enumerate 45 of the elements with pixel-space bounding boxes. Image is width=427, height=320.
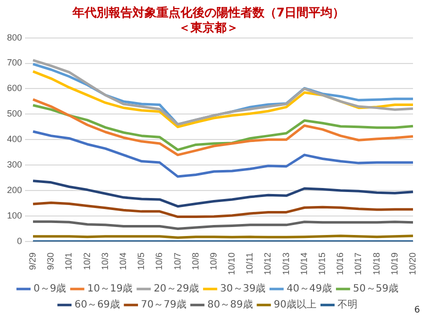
y-tick-label: 800: [6, 32, 22, 42]
legend-label: 70～79歳: [140, 298, 186, 311]
legend-label: 90歳以上: [274, 298, 317, 311]
chart-title: 年代別報告対象重点化後の陽性者数（7日間平均）: [71, 5, 345, 20]
x-tick-label: 10/12: [262, 252, 273, 276]
x-tick-label: 10/11: [244, 252, 255, 274]
y-tick-label: 400: [6, 134, 22, 144]
y-tick-label: 600: [6, 83, 22, 94]
x-tick-label: 10/16: [335, 252, 346, 276]
legend-label: 80～89歳: [207, 298, 253, 311]
x-tick-label: 10/4: [118, 252, 128, 270]
x-tick-label: 10/14: [298, 252, 309, 276]
x-tick-label: 10/15: [317, 252, 328, 276]
x-tick-label: 10/10: [226, 252, 237, 276]
x-tick-label: 10/18: [371, 252, 382, 276]
x-tick-label: 10/3: [100, 252, 110, 270]
y-tick-label: 300: [6, 160, 22, 170]
legend-label: 60～69歳: [74, 298, 120, 311]
x-tick-label: 10/6: [154, 252, 164, 270]
legend-label: 不明: [338, 300, 358, 311]
x-tick-label: 10/7: [172, 252, 182, 270]
legend-label: 50～59歳: [353, 282, 398, 295]
y-tick-label: 100: [6, 210, 22, 221]
y-tick-label: 700: [6, 58, 22, 68]
y-tick-label: 200: [6, 185, 22, 196]
legend-label: 20～29歳: [154, 282, 200, 295]
x-tick-label: 10/5: [136, 252, 146, 270]
x-tick-label: 10/9: [208, 252, 218, 270]
chart-subtitle: ＜東京都＞: [178, 20, 238, 35]
x-tick-label: 9/29: [28, 252, 38, 270]
legend-label: 0～9歳: [34, 282, 66, 295]
x-tick-label: 10/17: [353, 252, 364, 276]
legend-label: 10～19歳: [87, 282, 133, 295]
x-tick-label: 10/2: [82, 252, 92, 270]
text: 6: [414, 305, 420, 316]
x-tick-label: 9/30: [46, 252, 56, 270]
x-tick-label: 10/1: [64, 252, 74, 270]
x-tick-label: 10/19: [389, 252, 400, 276]
legend-label: 40～49歳: [286, 282, 332, 295]
y-tick-label: 0: [17, 236, 22, 246]
x-tick-label: 10/13: [280, 252, 291, 276]
y-tick-label: 500: [6, 108, 22, 119]
x-tick-label: 10/8: [190, 252, 200, 270]
x-tick-label: 10/20: [407, 252, 418, 276]
legend-label: 30～39歳: [220, 282, 266, 295]
